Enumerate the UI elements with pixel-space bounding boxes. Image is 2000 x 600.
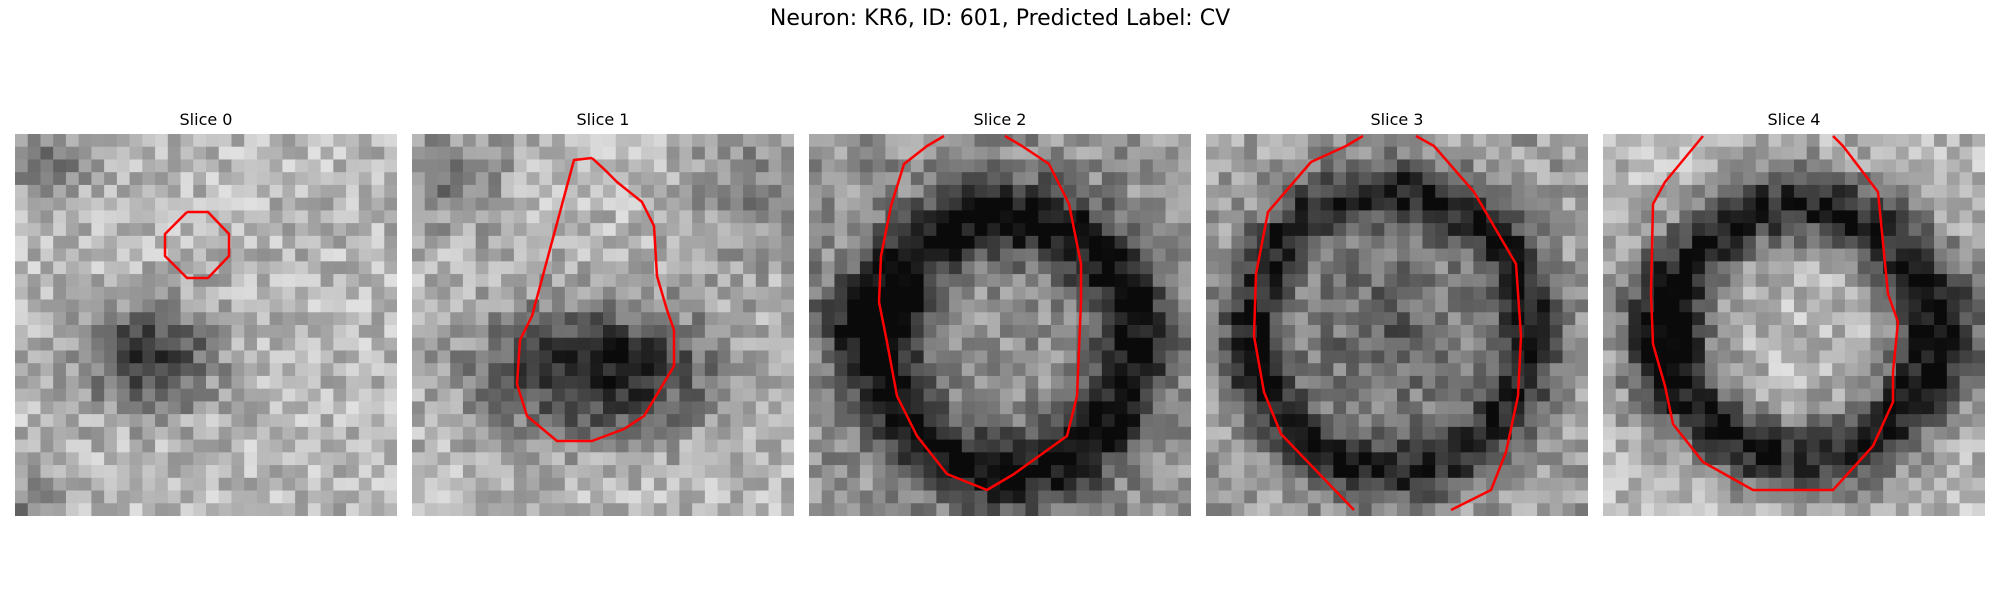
slice-image-1 — [412, 134, 794, 516]
slice-image-0 — [15, 134, 397, 516]
slice-title-2: Slice 2 — [973, 110, 1027, 129]
slice-title-4: Slice 4 — [1767, 110, 1821, 129]
slice-image-3 — [1206, 134, 1588, 516]
slice-pixels-0 — [15, 134, 397, 516]
slice-image-4 — [1603, 134, 1985, 516]
slice-pixels-4 — [1603, 134, 1985, 516]
slice-title-3: Slice 3 — [1370, 110, 1424, 129]
figure-title: Neuron: KR6, ID: 601, Predicted Label: C… — [769, 6, 1231, 31]
slice-contour-3b — [1415, 134, 1523, 512]
slice-contour-4a — [1649, 135, 1900, 492]
slice-pixels-2 — [809, 134, 1191, 516]
slice-contour-2 — [877, 134, 1083, 492]
slice-title-1: Slice 1 — [576, 110, 630, 129]
slice-contour-1 — [515, 156, 676, 443]
slice-title-0: Slice 0 — [179, 110, 233, 129]
slice-image-2 — [809, 134, 1191, 516]
slice-contour-0 — [163, 210, 231, 280]
slice-contour-3 — [1252, 134, 1364, 511]
slice-pixels-1 — [412, 134, 794, 516]
slice-pixels-3 — [1206, 134, 1588, 516]
